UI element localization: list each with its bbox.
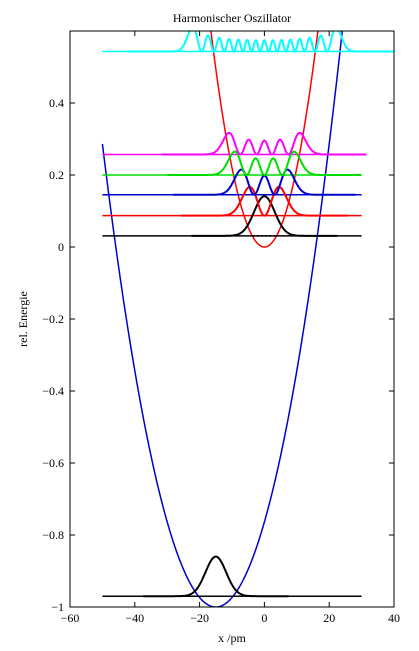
potential-curve-0	[210, 31, 319, 248]
x-tick-label: −60	[61, 611, 80, 625]
y-axis-label: rel. Energie	[16, 291, 30, 347]
plot-frame	[69, 30, 395, 608]
wavefunction-2	[173, 168, 356, 196]
y-tick-label: −0.6	[42, 456, 64, 470]
y-tick-label: 0.4	[49, 96, 64, 110]
x-axis-label: x /pm	[218, 631, 246, 645]
y-axis: −1 −0.8 −0.6 −0.4 −0.2 0 0.2 0.4	[42, 96, 394, 614]
potential-curve-1	[101, 31, 344, 607]
y-tick-label: −1	[51, 600, 64, 614]
wavefunction-0	[191, 195, 338, 237]
x-tick-label: −20	[190, 611, 209, 625]
y-tick-label: −0.2	[42, 312, 64, 326]
x-tick-label: 20	[323, 611, 335, 625]
wavefunction-3	[167, 150, 362, 177]
y-tick-label: −0.8	[42, 528, 64, 542]
x-tick-label: 40	[388, 611, 400, 625]
y-tick-label: 0	[58, 240, 64, 254]
chart-title: Harmonischer Oszillator	[173, 11, 291, 25]
wavefunction-1	[180, 185, 348, 217]
x-tick-label: 0	[261, 611, 267, 625]
x-tick-label: −40	[125, 611, 144, 625]
x-axis: −60 −40 −20 0 20 40	[61, 31, 400, 625]
plot-area	[101, 31, 394, 607]
wavefunction-5	[127, 31, 394, 53]
y-tick-label: 0.2	[49, 168, 64, 182]
wavefunction-6	[142, 555, 289, 598]
wavefunction-4	[162, 131, 367, 156]
y-tick-label: −0.4	[42, 384, 64, 398]
